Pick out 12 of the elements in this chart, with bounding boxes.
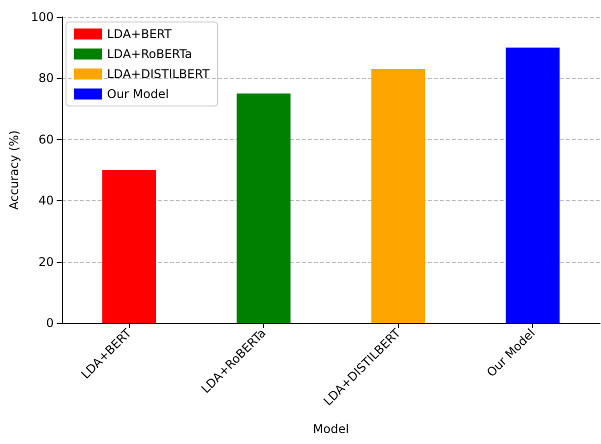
y-tick-label: 0 bbox=[46, 316, 54, 330]
x-axis-title: Model bbox=[312, 422, 349, 436]
legend-label: Our Model bbox=[107, 87, 169, 101]
y-tick-label: 40 bbox=[38, 194, 54, 208]
y-tick-label: 100 bbox=[30, 10, 54, 24]
legend-label: LDA+DISTILBERT bbox=[107, 67, 210, 81]
y-axis-title: Accuracy (%) bbox=[7, 130, 21, 210]
y-tick-label: 60 bbox=[38, 132, 54, 146]
legend-label: LDA+BERT bbox=[107, 27, 172, 41]
legend-label: LDA+RoBERTa bbox=[107, 47, 192, 61]
y-tick-label: 20 bbox=[38, 254, 54, 269]
y-tick-label: 80 bbox=[38, 71, 54, 86]
